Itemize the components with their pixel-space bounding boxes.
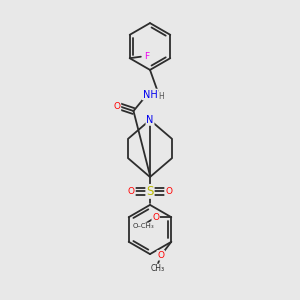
Text: CH₃: CH₃ [151, 264, 165, 273]
Text: S: S [146, 185, 154, 198]
Text: H: H [158, 92, 164, 101]
Text: N: N [146, 115, 154, 125]
Text: O–CH₃: O–CH₃ [132, 223, 154, 229]
Text: O: O [113, 102, 121, 111]
Text: NH: NH [142, 89, 158, 100]
Text: F: F [144, 52, 149, 61]
Text: O: O [157, 251, 164, 260]
Text: O: O [152, 213, 159, 222]
Text: O: O [165, 187, 172, 196]
Text: O: O [128, 187, 135, 196]
